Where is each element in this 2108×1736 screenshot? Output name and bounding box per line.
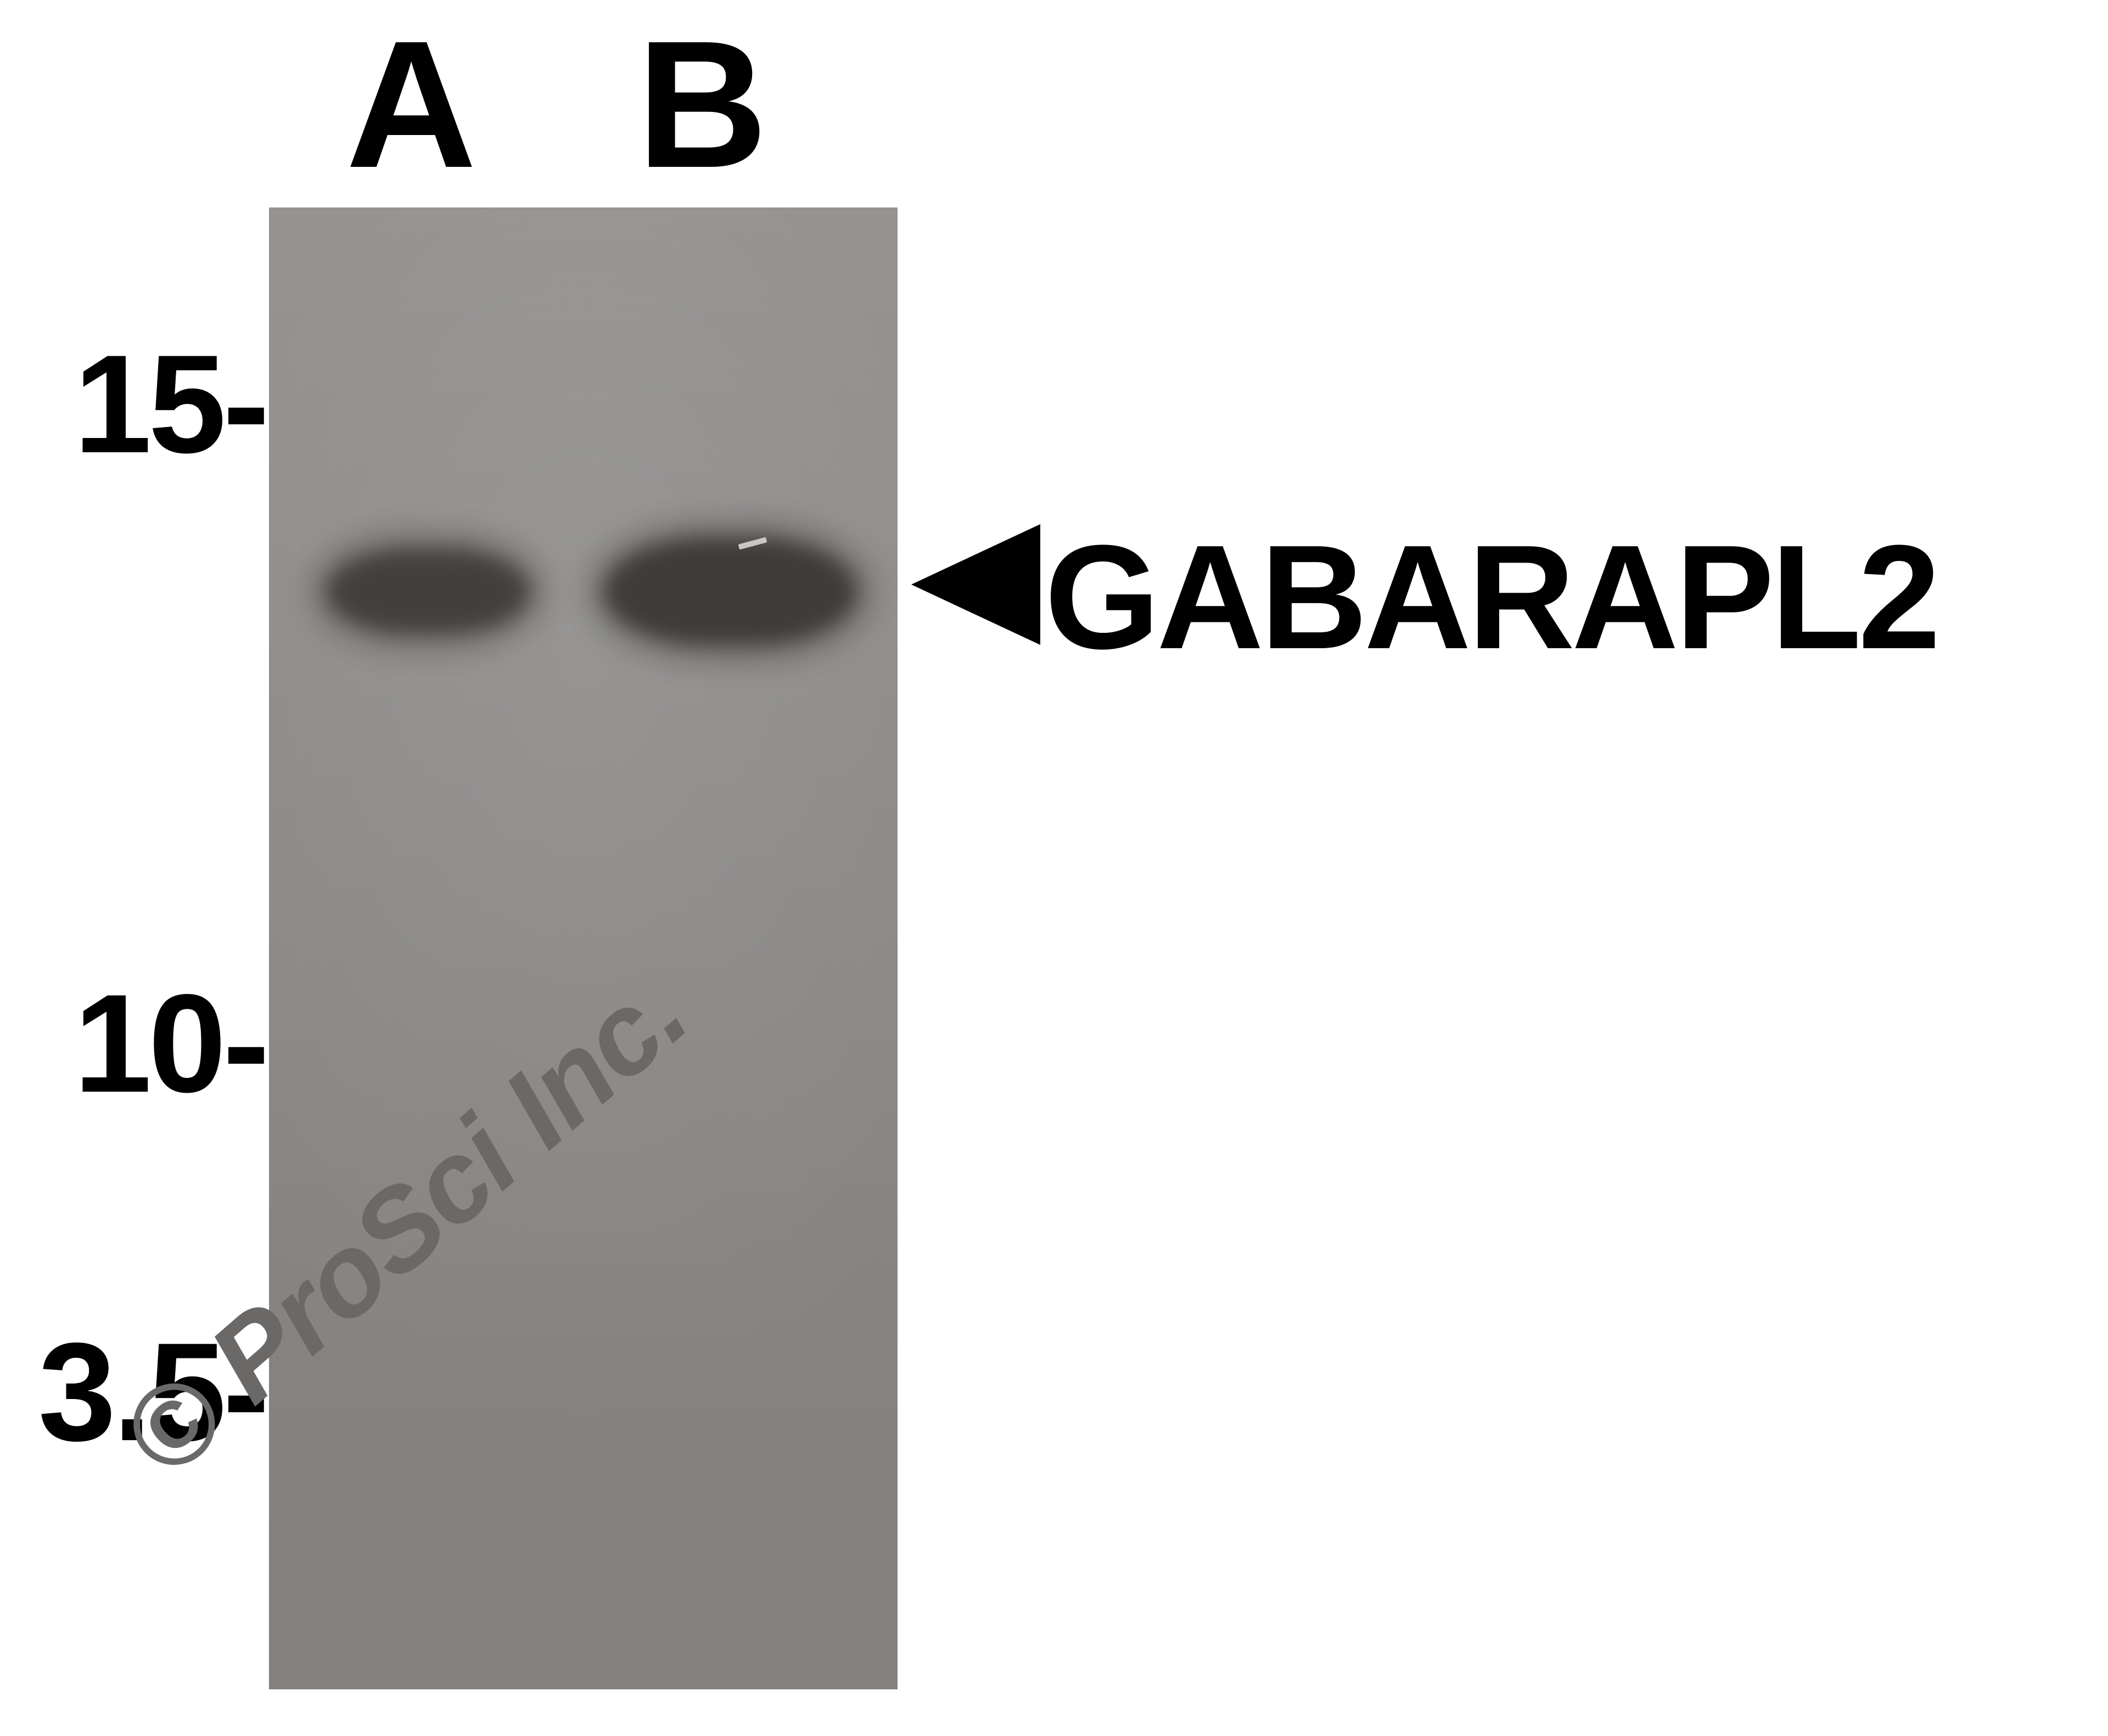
mw-marker-10: 10- xyxy=(0,963,266,1124)
western-blot-strip xyxy=(269,207,898,1689)
target-label: GABARAPL2 xyxy=(1045,513,1937,683)
band-lane-a xyxy=(327,549,530,634)
lane-label-b: B xyxy=(637,0,767,209)
figure-canvas: A B 15- 10- 3.5- GABARAPL2 © ProSci Inc. xyxy=(0,0,2108,1736)
band-lane-b xyxy=(604,538,856,645)
mw-marker-15: 15- xyxy=(0,324,266,485)
band-pointer-icon xyxy=(911,524,1040,645)
lane-label-a: A xyxy=(346,0,476,209)
